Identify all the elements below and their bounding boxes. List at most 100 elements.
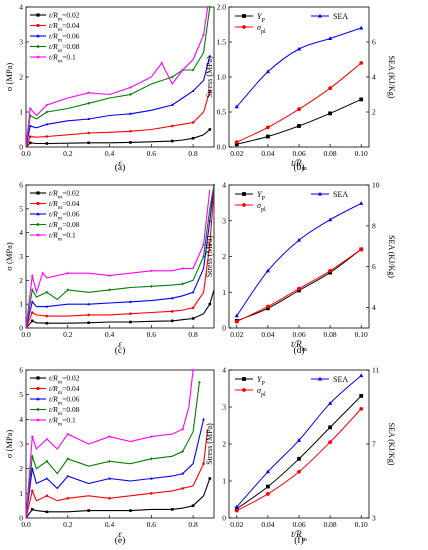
data-point xyxy=(87,91,91,95)
data-point xyxy=(328,425,333,430)
series-line xyxy=(25,184,215,329)
legend-label: t/Rm=0.02 xyxy=(49,189,80,201)
data-point xyxy=(265,484,270,489)
y-tick-label: 2 xyxy=(222,252,226,261)
x-tick-label: 0.02 xyxy=(230,149,243,158)
x-tick-label: 0.02 xyxy=(230,330,243,339)
y2-tick-label: 2 xyxy=(372,108,376,117)
series-4 xyxy=(25,183,216,329)
data-point xyxy=(296,438,302,442)
data-point xyxy=(202,254,205,259)
y2-axis-label: SEA (KJ/Kg) xyxy=(387,56,396,99)
y-tick-label: 1 xyxy=(222,288,226,297)
y2-tick-label: 4 xyxy=(372,73,376,82)
legend-swatch-marker xyxy=(36,397,40,401)
data-point xyxy=(359,373,364,378)
x-tick-label: 0.0 xyxy=(21,149,31,158)
y-tick-label: 2 xyxy=(19,464,23,473)
legend-swatch-marker xyxy=(36,44,40,49)
data-point xyxy=(359,201,364,205)
series-1 xyxy=(234,247,364,323)
y-tick-label: 0.5 xyxy=(217,108,227,117)
data-point xyxy=(66,432,70,436)
data-point xyxy=(297,456,301,461)
x-tick-label: 0.4 xyxy=(105,149,115,158)
y-tick-label: 1 xyxy=(19,108,23,117)
y-tick-label: 4 xyxy=(19,415,23,424)
legend-swatch-marker xyxy=(317,191,323,196)
series-1 xyxy=(234,97,364,147)
series-4 xyxy=(25,380,201,519)
data-point xyxy=(297,107,301,112)
data-point xyxy=(45,135,49,138)
series-5 xyxy=(25,368,195,519)
y-tick-label: 4 xyxy=(222,366,226,375)
series-1 xyxy=(234,394,364,511)
data-point xyxy=(66,474,70,478)
data-point xyxy=(191,121,195,124)
data-point xyxy=(45,103,49,107)
data-point xyxy=(170,310,174,313)
y-tick-label: 2.0 xyxy=(217,3,227,12)
x-tick-label: 0.8 xyxy=(188,149,198,158)
legend-swatch-marker xyxy=(36,376,40,380)
data-point xyxy=(107,434,112,438)
data-point xyxy=(234,508,239,513)
series-2 xyxy=(25,89,212,148)
legend-swatch-marker xyxy=(242,25,246,29)
y-axis-label: σ (MPa) xyxy=(4,242,14,271)
x-axis-label: t/Rm xyxy=(291,529,308,543)
panel-d: 0.02 0.04 0.06 0.08 0.10 0 1 2 3 4 4 6 8 10 t/Rm Stress… xyxy=(205,181,396,357)
x-tick-label: 0.08 xyxy=(324,330,337,339)
y-axis-label: σ (MPa) xyxy=(4,63,14,92)
data-point xyxy=(328,440,333,445)
y-tick-label: 6 xyxy=(19,366,23,375)
data-point xyxy=(30,319,34,323)
data-point xyxy=(191,68,195,72)
series-2 xyxy=(25,189,215,329)
data-point xyxy=(328,86,333,91)
data-point xyxy=(30,489,34,493)
data-point xyxy=(265,304,270,309)
x-tick-label: 0.0 xyxy=(21,520,31,529)
x-axis-label: t/Rm xyxy=(291,339,308,353)
panel-caption: (d) xyxy=(293,345,304,356)
data-point xyxy=(87,131,90,135)
data-point xyxy=(66,457,70,461)
panel-f: 0.02 0.04 0.06 0.08 0.10 0 1 2 3 4 3 7 11 t/Rm Stress … xyxy=(205,366,396,547)
y-tick-label: 0 xyxy=(222,514,226,523)
legend-swatch-marker xyxy=(36,191,40,195)
legend-label: t/Rm=0.02 xyxy=(49,374,80,386)
series-1 xyxy=(25,128,212,148)
y-tick-label: 1 xyxy=(222,477,226,486)
data-point xyxy=(45,314,49,318)
series-line xyxy=(25,6,211,148)
legend-label: t/Rm=0.04 xyxy=(49,21,80,33)
x-tick-label: 0.04 xyxy=(261,520,274,529)
y-axis-label: Stress (MPa) xyxy=(205,235,214,277)
data-point xyxy=(328,36,333,41)
x-axis-label: ε xyxy=(118,529,122,539)
data-point xyxy=(208,89,212,93)
data-point xyxy=(66,288,70,292)
panel-caption: (e) xyxy=(115,535,126,546)
legend-label: t/Rm=0.1 xyxy=(49,231,76,243)
y-tick-label: 0 xyxy=(222,324,226,333)
data-point xyxy=(198,380,201,384)
x-axis-label: t/Rm xyxy=(291,158,308,172)
y2-tick-label: 6 xyxy=(372,38,376,47)
y-tick-label: 4 xyxy=(222,181,226,190)
y2-tick-label: 11 xyxy=(372,366,379,375)
data-point xyxy=(202,462,205,466)
data-point xyxy=(128,85,133,89)
y-tick-label: 0 xyxy=(19,514,23,523)
data-point xyxy=(328,401,333,405)
series-3 xyxy=(25,54,212,148)
data-point xyxy=(265,492,270,496)
data-point xyxy=(66,271,70,275)
legend-label: t/Rm=0.1 xyxy=(49,416,76,428)
data-point xyxy=(45,510,49,514)
x-tick-label: 0.6 xyxy=(147,520,157,529)
